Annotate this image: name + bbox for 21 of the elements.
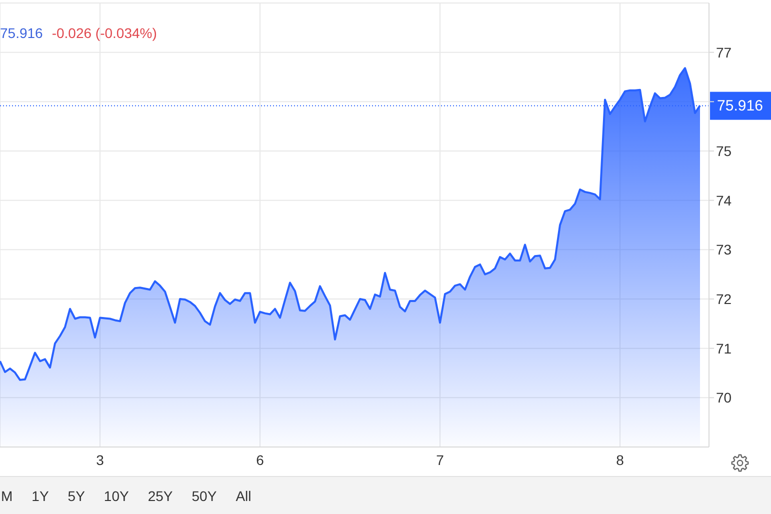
y-tick-label: 70 (716, 390, 732, 406)
x-tick-label: 7 (436, 452, 444, 468)
y-tick-label: 74 (716, 192, 732, 208)
ref-line-label: 75.916 (717, 97, 763, 114)
x-tick-label: 6 (256, 452, 264, 468)
text: 10Y (104, 488, 129, 504)
y-tick-label: 73 (716, 242, 732, 258)
text: 5Y (68, 488, 85, 504)
text: All (236, 488, 252, 504)
y-tick-label: 71 (716, 340, 732, 356)
text: M (1, 488, 13, 504)
text: 50Y (192, 488, 217, 504)
y-tick-label: 72 (716, 290, 732, 307)
x-tick-label: 8 (616, 452, 624, 468)
text: 25Y (148, 488, 173, 504)
y-tick-label: 77 (716, 44, 732, 60)
text: 1Y (32, 488, 49, 504)
y-tick-label: 75 (716, 142, 732, 159)
x-tick-label: 3 (96, 452, 104, 468)
text: 75.916 (0, 25, 43, 41)
text: -0.026 (-0.034%) (52, 25, 157, 41)
